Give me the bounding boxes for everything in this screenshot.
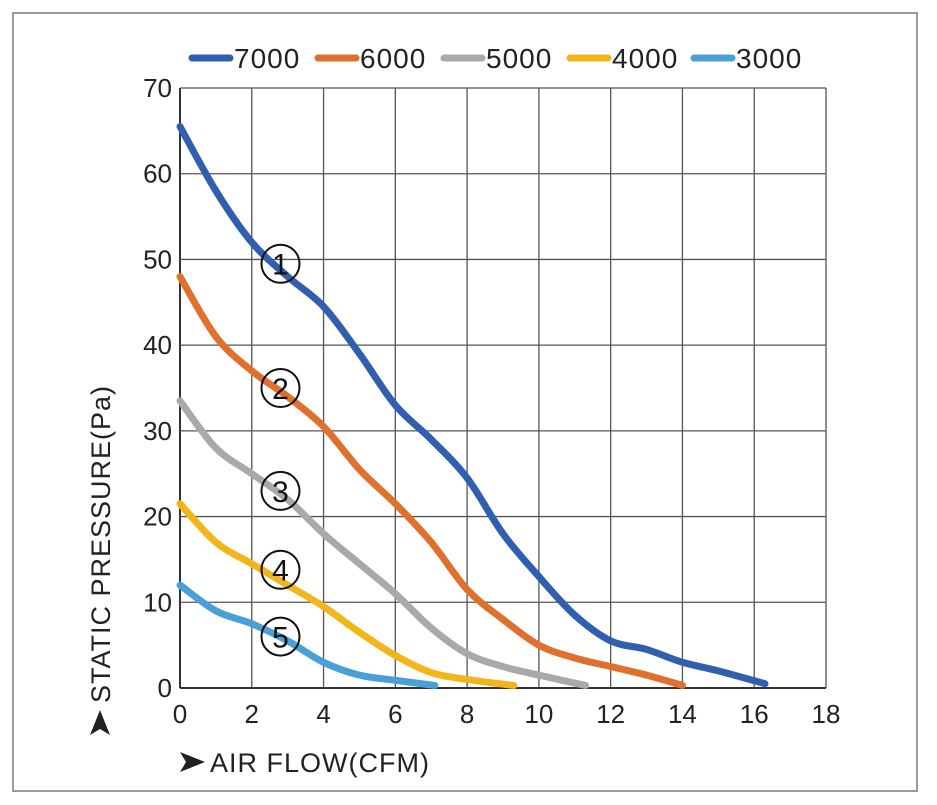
x-tick-label: 8: [460, 699, 474, 729]
y-axis-label: STATIC PRESSURE(Pa): [86, 385, 116, 703]
x-tick-label: 6: [388, 699, 402, 729]
y-tick-label: 40: [143, 330, 172, 360]
x-tick-label: 10: [524, 699, 553, 729]
x-axis-label: AIR FLOW(CFM): [210, 748, 430, 778]
x-label-arrow-icon: [180, 752, 205, 772]
curve-marker-circle: [260, 470, 301, 511]
series-line-3000: [176, 581, 439, 689]
x-tick-label: 18: [812, 699, 841, 729]
chart-frame: [12, 12, 918, 792]
y-tick-label: 30: [143, 416, 172, 446]
y-tick-label: 20: [143, 502, 172, 532]
x-tick-label: 0: [173, 699, 187, 729]
curve-marker-circle: [260, 368, 301, 408]
legend-label-5000: 5000: [486, 43, 552, 74]
legend: 7000 6000 5000 4000 3000: [188, 43, 802, 74]
curve-markers: 1 2 3 4 5: [260, 243, 301, 657]
legend-label-7000: 7000: [234, 43, 300, 74]
curve-marker-number: 5: [272, 622, 289, 655]
series-line-7000: [176, 123, 769, 688]
y-tick-label: 10: [143, 587, 172, 617]
curve-marker-circle: [260, 243, 301, 284]
y-tick-label: 60: [143, 159, 172, 189]
series-group: [176, 123, 769, 689]
legend-label-4000: 4000: [612, 43, 678, 74]
curve-marker-number: 4: [272, 555, 289, 588]
curve-marker-circle: [260, 549, 301, 590]
legend-label-3000: 3000: [736, 43, 802, 74]
x-tick-label: 4: [316, 699, 330, 729]
y-tick-label: 0: [158, 673, 172, 703]
series-line-4000: [176, 500, 518, 689]
curve-marker-number: 2: [272, 373, 289, 406]
y-tick-label: 70: [143, 73, 172, 103]
x-tick-label: 2: [245, 699, 259, 729]
series-line-6000: [176, 273, 686, 689]
legend-label-6000: 6000: [360, 43, 426, 74]
y-label-arrow-icon: [90, 710, 110, 735]
y-tick-labels: 0 10 20 30 40 50 60 70: [143, 73, 172, 703]
curve-marker-circle: [260, 616, 301, 657]
curve-marker-number: 3: [272, 476, 289, 509]
x-tick-label: 14: [668, 699, 697, 729]
curve-marker-number: 1: [272, 249, 289, 282]
x-tick-labels: 0 2 4 6 8 10 12 14 16 18: [173, 699, 841, 729]
y-tick-label: 50: [143, 244, 172, 274]
x-tick-label: 16: [740, 699, 769, 729]
x-tick-label: 12: [596, 699, 625, 729]
series-line-5000: [176, 397, 590, 689]
